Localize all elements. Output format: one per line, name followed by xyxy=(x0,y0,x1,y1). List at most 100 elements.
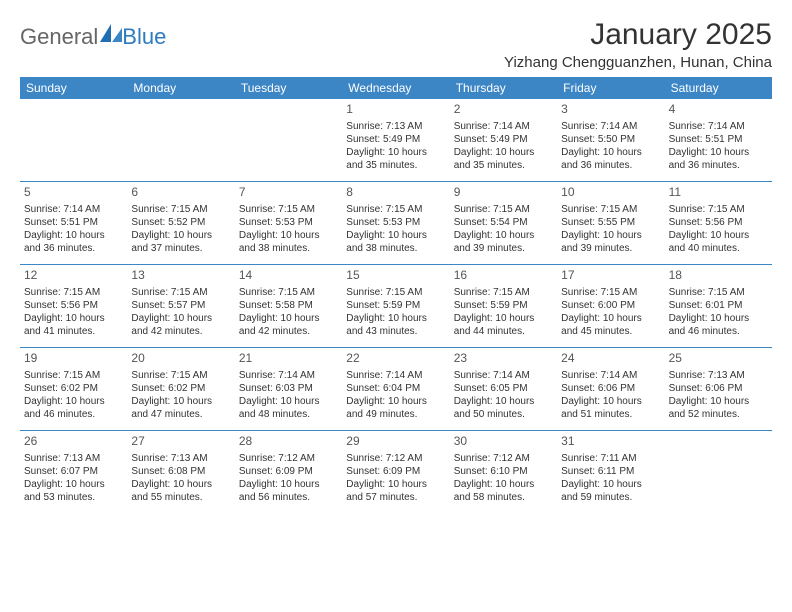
day-cell: 13Sunrise: 7:15 AMSunset: 5:57 PMDayligh… xyxy=(127,265,234,347)
daylight-line-1: Daylight: 10 hours xyxy=(131,312,230,325)
day-cell: 2Sunrise: 7:14 AMSunset: 5:49 PMDaylight… xyxy=(450,99,557,181)
month-title: January 2025 xyxy=(504,18,772,52)
daylight-line-2: and 43 minutes. xyxy=(346,325,445,338)
daylight-line-1: Daylight: 10 hours xyxy=(131,229,230,242)
day-number: 22 xyxy=(346,351,445,367)
sunrise-line: Sunrise: 7:15 AM xyxy=(24,286,123,299)
day-number: 6 xyxy=(131,185,230,201)
sunset-line: Sunset: 5:57 PM xyxy=(131,299,230,312)
daylight-line-1: Daylight: 10 hours xyxy=(561,229,660,242)
daylight-line-1: Daylight: 10 hours xyxy=(561,478,660,491)
daylight-line-2: and 49 minutes. xyxy=(346,408,445,421)
daylight-line-1: Daylight: 10 hours xyxy=(669,312,768,325)
sunrise-line: Sunrise: 7:14 AM xyxy=(561,369,660,382)
daylight-line-2: and 57 minutes. xyxy=(346,491,445,504)
sunrise-line: Sunrise: 7:15 AM xyxy=(454,286,553,299)
sunrise-line: Sunrise: 7:15 AM xyxy=(24,369,123,382)
day-cell: 9Sunrise: 7:15 AMSunset: 5:54 PMDaylight… xyxy=(450,182,557,264)
sunset-line: Sunset: 5:56 PM xyxy=(669,216,768,229)
daylight-line-2: and 36 minutes. xyxy=(561,159,660,172)
day-number: 17 xyxy=(561,268,660,284)
daylight-line-2: and 36 minutes. xyxy=(24,242,123,255)
sunset-line: Sunset: 6:09 PM xyxy=(346,465,445,478)
daylight-line-1: Daylight: 10 hours xyxy=(561,146,660,159)
daylight-line-2: and 46 minutes. xyxy=(24,408,123,421)
day-number: 29 xyxy=(346,434,445,450)
day-cell: 10 Sunrise: 7:15 AMSunset: 5:55 PMDayligh… xyxy=(557,182,664,264)
daylight-line-2: and 59 minutes. xyxy=(561,491,660,504)
day-number: 14 xyxy=(239,268,338,284)
sunrise-line: Sunrise: 7:13 AM xyxy=(346,120,445,133)
sunrise-line: Sunrise: 7:14 AM xyxy=(454,120,553,133)
daylight-line-1: Daylight: 10 hours xyxy=(346,146,445,159)
sunset-line: Sunset: 5:54 PM xyxy=(454,216,553,229)
day-number: 28 xyxy=(239,434,338,450)
day-number: 26 xyxy=(24,434,123,450)
sunrise-line: Sunrise: 7:15 AM xyxy=(131,203,230,216)
daylight-line-2: and 58 minutes. xyxy=(454,491,553,504)
sunrise-line: Sunrise: 7:12 AM xyxy=(346,452,445,465)
day-cell xyxy=(235,99,342,181)
day-number: 3 xyxy=(561,102,660,118)
sunset-line: Sunset: 6:10 PM xyxy=(454,465,553,478)
daylight-line-1: Daylight: 10 hours xyxy=(454,229,553,242)
day-cell: 8Sunrise: 7:15 AMSunset: 5:53 PMDaylight… xyxy=(342,182,449,264)
logo-text-1: General xyxy=(20,24,98,50)
day-number: 16 xyxy=(454,268,553,284)
sunset-line: Sunset: 6:03 PM xyxy=(239,382,338,395)
day-cell: 5Sunrise: 7:14 AMSunset: 5:51 PMDaylight… xyxy=(20,182,127,264)
sunset-line: Sunset: 6:02 PM xyxy=(24,382,123,395)
sunset-line: Sunset: 6:11 PM xyxy=(561,465,660,478)
sunrise-line: Sunrise: 7:14 AM xyxy=(561,120,660,133)
weekday-label: Saturday xyxy=(665,77,772,99)
daylight-line-2: and 47 minutes. xyxy=(131,408,230,421)
daylight-line-1: Daylight: 10 hours xyxy=(346,395,445,408)
daylight-line-1: Daylight: 10 hours xyxy=(561,312,660,325)
sunset-line: Sunset: 5:51 PM xyxy=(669,133,768,146)
header: General Blue January 2025 Yizhang Chengg… xyxy=(20,18,772,71)
day-cell: 15Sunrise: 7:15 AMSunset: 5:59 PMDayligh… xyxy=(342,265,449,347)
daylight-line-1: Daylight: 10 hours xyxy=(131,395,230,408)
day-number: 5 xyxy=(24,185,123,201)
day-cell: 3Sunrise: 7:14 AMSunset: 5:50 PMDaylight… xyxy=(557,99,664,181)
day-number: 4 xyxy=(669,102,768,118)
day-number: 10 xyxy=(561,185,660,201)
sunrise-line: Sunrise: 7:15 AM xyxy=(561,203,660,216)
day-number: 31 xyxy=(561,434,660,450)
day-cell: 29 Sunrise: 7:12 AMSunset: 6:09 PMDayligh… xyxy=(342,431,449,513)
daylight-line-2: and 44 minutes. xyxy=(454,325,553,338)
daylight-line-2: and 55 minutes. xyxy=(131,491,230,504)
daylight-line-2: and 39 minutes. xyxy=(561,242,660,255)
week-row: 5Sunrise: 7:14 AMSunset: 5:51 PMDaylight… xyxy=(20,182,772,265)
daylight-line-1: Daylight: 10 hours xyxy=(239,395,338,408)
daylight-line-1: Daylight: 10 hours xyxy=(561,395,660,408)
daylight-line-1: Daylight: 10 hours xyxy=(669,229,768,242)
week-row: 26Sunrise: 7:13 AMSunset: 6:07 PMDayligh… xyxy=(20,431,772,513)
daylight-line-2: and 52 minutes. xyxy=(669,408,768,421)
day-number: 13 xyxy=(131,268,230,284)
day-cell: 1Sunrise: 7:13 AMSunset: 5:49 PMDaylight… xyxy=(342,99,449,181)
sunset-line: Sunset: 5:58 PM xyxy=(239,299,338,312)
sunrise-line: Sunrise: 7:15 AM xyxy=(561,286,660,299)
sunset-line: Sunset: 5:55 PM xyxy=(561,216,660,229)
sunset-line: Sunset: 5:53 PM xyxy=(346,216,445,229)
weeks-container: 1Sunrise: 7:13 AMSunset: 5:49 PMDaylight… xyxy=(20,99,772,513)
daylight-line-1: Daylight: 10 hours xyxy=(239,229,338,242)
daylight-line-1: Daylight: 10 hours xyxy=(454,146,553,159)
day-number: 9 xyxy=(454,185,553,201)
daylight-line-2: and 37 minutes. xyxy=(131,242,230,255)
daylight-line-1: Daylight: 10 hours xyxy=(346,478,445,491)
sunset-line: Sunset: 6:04 PM xyxy=(346,382,445,395)
day-number: 20 xyxy=(131,351,230,367)
daylight-line-1: Daylight: 10 hours xyxy=(24,312,123,325)
daylight-line-2: and 56 minutes. xyxy=(239,491,338,504)
sunrise-line: Sunrise: 7:15 AM xyxy=(669,286,768,299)
day-number: 12 xyxy=(24,268,123,284)
day-number: 11 xyxy=(669,185,768,201)
daylight-line-1: Daylight: 10 hours xyxy=(454,478,553,491)
location: Yizhang Chengguanzhen, Hunan, China xyxy=(504,54,772,71)
weekday-label: Monday xyxy=(127,77,234,99)
day-number: 18 xyxy=(669,268,768,284)
weekday-label: Sunday xyxy=(20,77,127,99)
daylight-line-2: and 46 minutes. xyxy=(669,325,768,338)
